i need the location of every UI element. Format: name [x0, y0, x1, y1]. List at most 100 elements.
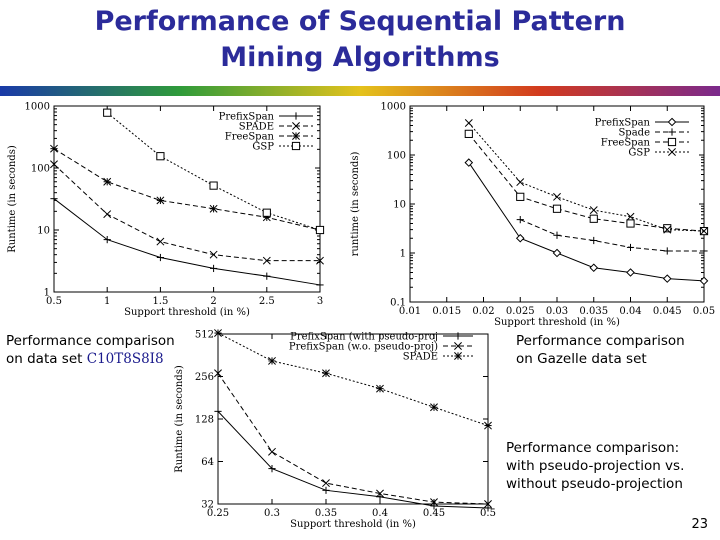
data-point [484, 500, 492, 508]
x-tick-label: 0.01 [399, 306, 421, 317]
data-point [322, 479, 330, 488]
y-tick-label: 128 [195, 415, 214, 426]
x-tick-label: 0.045 [653, 306, 682, 317]
data-point [464, 158, 474, 167]
caption-gazelle-line1: Performance comparison [516, 333, 685, 349]
x-tick-label: 0.035 [579, 306, 608, 317]
data-point [316, 281, 324, 289]
chart-pseudo-projection: 32 64 128 256 512 0.25 0.3 0.35 0.4 0.45 0.5 Suppor… [170, 326, 504, 538]
x-axis-label: Support threshold (in %) [124, 307, 250, 318]
series-line [53, 148, 321, 231]
data-point [214, 369, 222, 378]
legend-entry: GSP [628, 148, 650, 159]
series-spade [516, 216, 708, 255]
series-line [217, 332, 489, 427]
data-point [700, 247, 708, 255]
data-point [103, 108, 112, 117]
data-point [700, 227, 708, 236]
x-tick-label: 0.35 [315, 508, 337, 519]
series-line [520, 219, 704, 252]
legend-entry: PrefixSpan [595, 118, 651, 129]
data-point [699, 276, 709, 286]
plot-frame [53, 105, 321, 293]
data-point [663, 224, 672, 233]
series-gsp [103, 108, 325, 235]
y-tick-label: 64 [201, 457, 214, 468]
data-point [516, 192, 525, 201]
data-point [214, 407, 222, 415]
series-prefixspan-with-pseudo-proj [214, 407, 492, 512]
data-point [663, 225, 672, 234]
legend-marker [454, 342, 462, 350]
data-point [156, 253, 164, 262]
y-axis-label: runtime (in seconds) [350, 152, 361, 257]
legend-marker [668, 128, 676, 136]
x-tick-label: 1 [104, 296, 110, 307]
data-point [209, 181, 218, 190]
data-point [626, 212, 635, 221]
series-prefixspan [50, 195, 324, 289]
data-point [316, 256, 324, 265]
caption-c10: Performance comparison on data set C10T8… [6, 332, 175, 368]
legend-entry: PrefixSpan (with pseudo-proj [290, 332, 438, 343]
y-tick-label: 0.1 [390, 298, 406, 309]
data-point [268, 356, 276, 365]
data-point [430, 498, 438, 507]
data-point [376, 493, 384, 501]
series-spade [50, 160, 324, 265]
y-tick-label: 512 [195, 330, 214, 341]
caption-c10-line1: Performance comparison [6, 333, 175, 349]
x-tick-label: 2.5 [259, 296, 275, 307]
data-point [50, 195, 58, 203]
data-point [156, 237, 165, 246]
caption-pseudo-line2: with pseudo-projection vs. [506, 458, 685, 474]
legend-entry: SPADE [239, 122, 274, 133]
data-point [376, 384, 384, 393]
data-point [626, 268, 635, 277]
data-point [663, 247, 671, 255]
data-point [50, 160, 58, 169]
series-line [217, 372, 489, 505]
data-point [589, 206, 598, 215]
x-tick-label: 0.5 [480, 508, 496, 519]
data-point [589, 263, 599, 273]
data-point [516, 178, 525, 187]
x-tick-label: 0.3 [264, 508, 280, 519]
slide-title: Performance of Sequential Pattern Mining… [0, 4, 720, 76]
data-point [209, 250, 218, 259]
data-point [268, 447, 276, 456]
data-point [262, 208, 271, 217]
chart-c10t8s8i8: 1 10 100 1000 0.5 1 1.5 2 2.5 3 Support threshold … [4, 98, 340, 330]
slide-number: 23 [691, 517, 708, 532]
data-point [376, 489, 384, 498]
plot-frame [409, 105, 705, 303]
slide-title-line1: Performance of Sequential Pattern [94, 6, 626, 37]
data-point [515, 233, 525, 243]
plot-frame [217, 333, 489, 505]
data-point [430, 403, 438, 412]
caption-gazelle: Performance comparison on Gazelle data s… [516, 332, 685, 368]
y-tick-label: 100 [387, 151, 406, 162]
series-spade [214, 329, 492, 430]
data-point [589, 214, 598, 223]
data-point [553, 192, 561, 201]
series-line [106, 112, 321, 231]
series-prefixspan [464, 158, 709, 286]
caption-pseudo-line1: Performance comparison: [506, 440, 680, 456]
slide-title-line2: Mining Algorithms [220, 42, 500, 73]
y-tick-label: 1000 [381, 102, 406, 113]
y-axis-label: Runtime (in seconds) [174, 365, 185, 473]
legend-entry: PrefixSpan [219, 112, 275, 123]
data-point [464, 129, 473, 138]
y-tick-label: 10 [37, 226, 50, 237]
legend-marker [454, 332, 462, 340]
x-tick-label: 3 [317, 296, 323, 307]
data-point [315, 225, 325, 235]
x-tick-label: 0.25 [207, 508, 229, 519]
legend-entry: FreeSpan [225, 132, 275, 143]
x-tick-label: 0.02 [472, 306, 494, 317]
